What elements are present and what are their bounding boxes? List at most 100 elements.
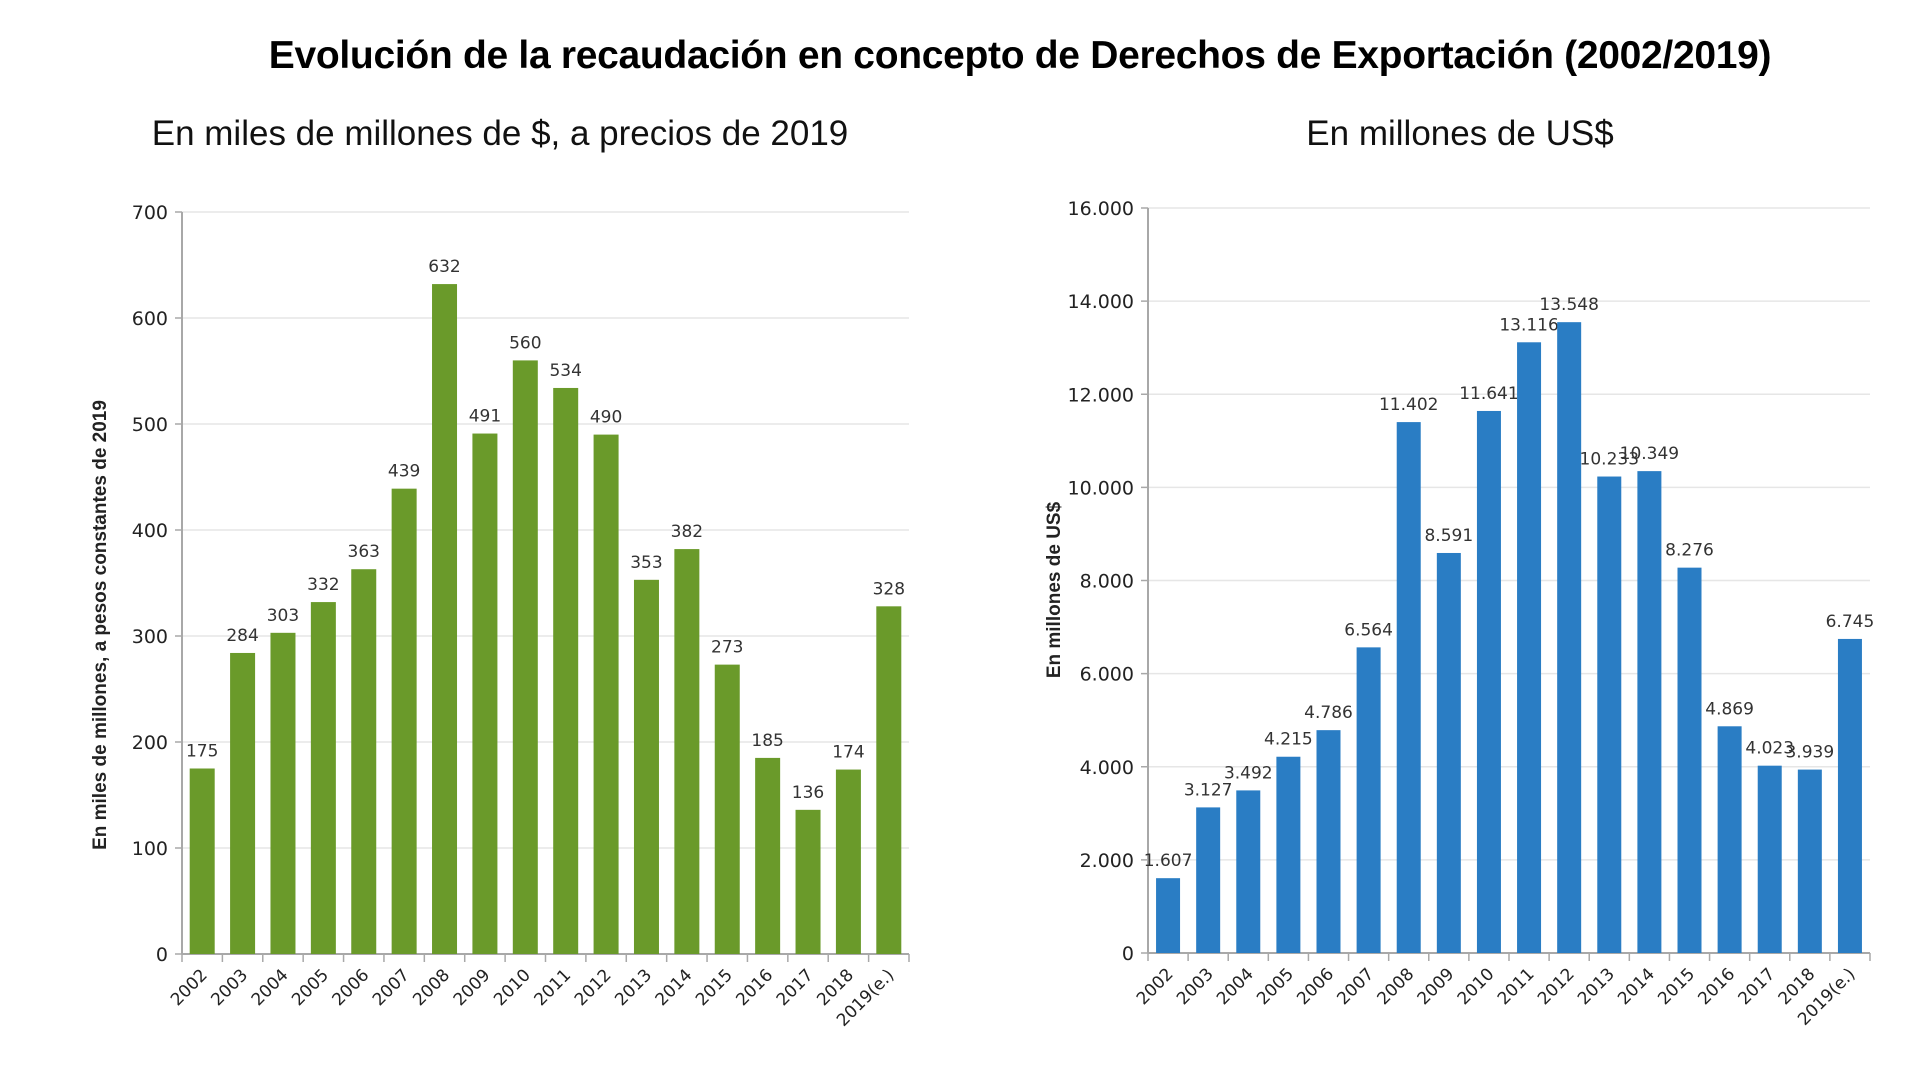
data-label: 13.116 bbox=[1499, 315, 1558, 335]
left-chart-title: En miles de millones de $, a precios de … bbox=[151, 114, 849, 153]
bar bbox=[230, 652, 256, 954]
x-tick-label: 2007 bbox=[1333, 964, 1378, 1009]
data-label: 363 bbox=[348, 542, 380, 562]
bar bbox=[1396, 422, 1421, 953]
bar bbox=[876, 606, 902, 954]
y-axis-title: En miles de millones, a pesos constantes… bbox=[90, 400, 111, 850]
bar bbox=[1677, 567, 1702, 953]
x-tick-label: 2015 bbox=[1654, 964, 1699, 1009]
bar bbox=[1156, 878, 1181, 953]
x-tick-label: 2017 bbox=[1735, 964, 1780, 1009]
y-tick-label: 300 bbox=[132, 626, 168, 648]
data-label: 4.786 bbox=[1304, 703, 1353, 723]
x-tick-label: 2005 bbox=[1253, 964, 1298, 1009]
data-label: 8.276 bbox=[1665, 541, 1714, 561]
bar bbox=[1316, 730, 1341, 953]
data-label: 3.939 bbox=[1785, 743, 1834, 763]
data-label: 328 bbox=[873, 579, 905, 599]
bar bbox=[189, 768, 215, 954]
y-tick-label: 10.000 bbox=[1068, 477, 1134, 499]
y-tick-label: 600 bbox=[132, 308, 168, 330]
y-tick-label: 0 bbox=[156, 944, 168, 966]
x-tick-label: 2003 bbox=[1173, 964, 1218, 1009]
bar bbox=[553, 387, 579, 955]
y-tick-label: 100 bbox=[132, 838, 168, 860]
bar bbox=[1757, 765, 1782, 953]
y-tick-label: 16.000 bbox=[1068, 198, 1134, 220]
bar bbox=[674, 549, 700, 954]
bar bbox=[472, 433, 498, 954]
data-label: 534 bbox=[549, 361, 581, 381]
data-label: 4.869 bbox=[1705, 699, 1754, 719]
bar bbox=[1236, 790, 1261, 953]
y-tick-label: 4.000 bbox=[1080, 757, 1134, 779]
x-tick-label: 2011 bbox=[1494, 964, 1539, 1009]
bar bbox=[1797, 769, 1822, 953]
right-chart-title: En millones de US$ bbox=[1306, 114, 1614, 153]
data-label: 175 bbox=[186, 742, 218, 762]
x-tick-label: 2016 bbox=[1694, 964, 1739, 1009]
data-label: 490 bbox=[590, 408, 622, 428]
data-label: 491 bbox=[469, 407, 501, 427]
bar bbox=[351, 569, 377, 954]
x-tick-label: 2009 bbox=[1414, 964, 1459, 1009]
bar bbox=[1837, 638, 1862, 953]
data-label: 632 bbox=[428, 257, 460, 277]
bar bbox=[1557, 322, 1582, 953]
bar bbox=[270, 632, 296, 954]
y-tick-label: 400 bbox=[132, 520, 168, 542]
x-tick-label: 2012 bbox=[1534, 964, 1579, 1009]
bar bbox=[391, 488, 417, 954]
data-label: 353 bbox=[630, 553, 662, 573]
x-tick-label: 2008 bbox=[1374, 964, 1419, 1009]
data-label: 174 bbox=[832, 743, 864, 763]
bar bbox=[512, 360, 538, 954]
data-label: 136 bbox=[792, 783, 824, 803]
bar bbox=[310, 602, 336, 954]
chart-pesos: 0100200300400500600700175200228420033032… bbox=[90, 202, 910, 1031]
y-tick-label: 14.000 bbox=[1068, 291, 1134, 313]
y-tick-label: 500 bbox=[132, 414, 168, 436]
data-label: 3.492 bbox=[1224, 763, 1273, 783]
bar bbox=[432, 284, 458, 955]
data-label: 185 bbox=[751, 731, 783, 751]
bar bbox=[1637, 471, 1662, 953]
y-tick-label: 0 bbox=[1122, 943, 1134, 965]
x-tick-label: 2010 bbox=[1454, 964, 1499, 1009]
data-label: 1.607 bbox=[1144, 851, 1193, 871]
x-tick-label: 2013 bbox=[1574, 964, 1619, 1009]
data-label: 6.745 bbox=[1826, 612, 1875, 632]
bar bbox=[1196, 807, 1221, 953]
y-tick-label: 200 bbox=[132, 732, 168, 754]
bar bbox=[1436, 552, 1461, 953]
y-tick-label: 700 bbox=[132, 202, 168, 224]
bar bbox=[1597, 476, 1622, 953]
y-tick-label: 6.000 bbox=[1080, 664, 1134, 686]
data-label: 303 bbox=[267, 606, 299, 626]
data-label: 560 bbox=[509, 333, 541, 353]
bar bbox=[1356, 647, 1381, 953]
x-tick-label: 2002 bbox=[1133, 964, 1178, 1009]
bar bbox=[1476, 410, 1501, 953]
bar bbox=[1517, 342, 1542, 953]
data-label: 10.349 bbox=[1620, 444, 1679, 464]
y-tick-label: 2.000 bbox=[1080, 850, 1134, 872]
y-tick-label: 8.000 bbox=[1080, 571, 1134, 593]
bar bbox=[714, 664, 740, 954]
data-label: 273 bbox=[711, 638, 743, 658]
x-tick-label: 2004 bbox=[1213, 964, 1258, 1009]
bar bbox=[755, 757, 781, 954]
data-label: 382 bbox=[671, 522, 703, 542]
data-label: 4.023 bbox=[1745, 739, 1794, 759]
bar bbox=[1276, 756, 1301, 953]
y-tick-label: 12.000 bbox=[1068, 384, 1134, 406]
y-axis-title: En millones de US$ bbox=[1044, 501, 1065, 678]
main-title: Evolución de la recaudación en concepto … bbox=[268, 34, 1772, 77]
data-label: 6.564 bbox=[1344, 620, 1393, 640]
bar bbox=[593, 434, 619, 955]
x-tick-label: 2006 bbox=[1293, 964, 1338, 1009]
data-label: 13.548 bbox=[1539, 295, 1598, 315]
data-label: 8.591 bbox=[1424, 526, 1473, 546]
bar bbox=[633, 579, 659, 954]
data-label: 11.641 bbox=[1459, 384, 1518, 404]
